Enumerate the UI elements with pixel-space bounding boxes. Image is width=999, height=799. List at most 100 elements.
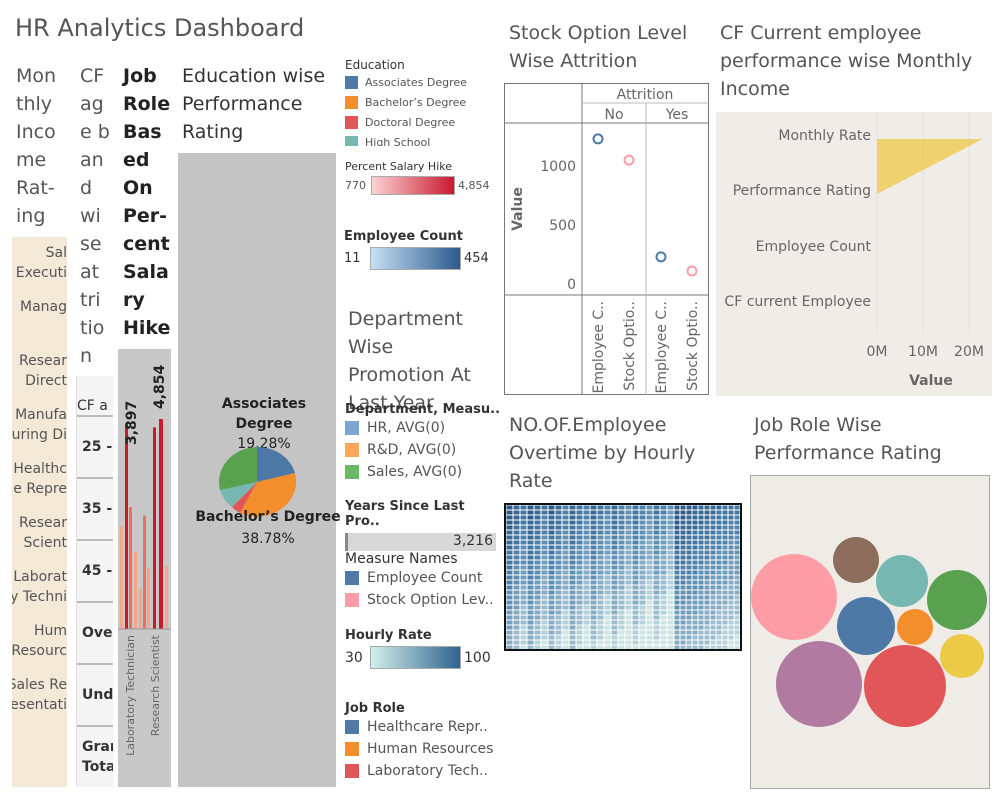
overtime-cell[interactable] [527, 555, 534, 560]
overtime-cell[interactable] [704, 515, 710, 520]
overtime-cell[interactable] [527, 575, 534, 580]
overtime-cell[interactable] [555, 625, 562, 630]
job-role-bubble[interactable] [927, 570, 987, 630]
overtime-cell[interactable] [569, 630, 576, 635]
overtime-cell[interactable] [667, 590, 674, 595]
overtime-cell[interactable] [674, 590, 680, 595]
overtime-cell[interactable] [660, 515, 667, 520]
overtime-cell[interactable] [576, 565, 583, 570]
overtime-cell[interactable] [513, 600, 520, 605]
overtime-cell[interactable] [646, 525, 653, 530]
overtime-cell[interactable] [604, 505, 611, 510]
overtime-cell[interactable] [555, 540, 562, 545]
overtime-cell[interactable] [590, 520, 597, 525]
overtime-cell[interactable] [569, 590, 576, 595]
overtime-cell[interactable] [722, 505, 728, 510]
overtime-cell[interactable] [618, 630, 625, 635]
overtime-cell[interactable] [541, 605, 548, 610]
overtime-cell[interactable] [704, 640, 710, 645]
overtime-cell[interactable] [722, 565, 728, 570]
overtime-cell[interactable] [506, 600, 513, 605]
legend-education-item[interactable]: Associates Degree [345, 72, 495, 92]
stock-point[interactable] [686, 265, 698, 277]
overtime-cell[interactable] [590, 530, 597, 535]
overtime-cell[interactable] [611, 610, 618, 615]
overtime-cell[interactable] [625, 545, 632, 550]
overtime-cell[interactable] [569, 635, 576, 640]
overtime-cell[interactable] [632, 620, 639, 625]
overtime-cell[interactable] [576, 635, 583, 640]
overtime-cell[interactable] [704, 630, 710, 635]
overtime-cell[interactable] [555, 640, 562, 645]
overtime-cell[interactable] [597, 510, 604, 515]
overtime-cell[interactable] [653, 630, 660, 635]
overtime-cell[interactable] [716, 575, 722, 580]
overtime-cell[interactable] [527, 590, 534, 595]
overtime-cell[interactable] [625, 555, 632, 560]
overtime-cell[interactable] [686, 530, 692, 535]
overtime-cell[interactable] [710, 600, 716, 605]
overtime-cell[interactable] [562, 530, 569, 535]
legend-job-role-item[interactable]: Laboratory Tech.. [345, 760, 500, 782]
overtime-cell[interactable] [646, 610, 653, 615]
overtime-cell[interactable] [728, 520, 734, 525]
overtime-cell[interactable] [541, 610, 548, 615]
overtime-cell[interactable] [674, 595, 680, 600]
overtime-cell[interactable] [698, 595, 704, 600]
overtime-cell[interactable] [653, 545, 660, 550]
overtime-cell[interactable] [506, 515, 513, 520]
overtime-cell[interactable] [590, 510, 597, 515]
overtime-cell[interactable] [698, 635, 704, 640]
overtime-cell[interactable] [716, 640, 722, 645]
overtime-cell[interactable] [646, 605, 653, 610]
overtime-cell[interactable] [583, 640, 590, 645]
overtime-cell[interactable] [597, 610, 604, 615]
overtime-cell[interactable] [728, 645, 734, 650]
overtime-cell[interactable] [639, 630, 646, 635]
overtime-cell[interactable] [513, 620, 520, 625]
overtime-cell[interactable] [513, 575, 520, 580]
overtime-cell[interactable] [618, 515, 625, 520]
overtime-cell[interactable] [653, 540, 660, 545]
overtime-cell[interactable] [728, 505, 734, 510]
overtime-cell[interactable] [625, 570, 632, 575]
overtime-cell[interactable] [660, 530, 667, 535]
overtime-cell[interactable] [660, 635, 667, 640]
overtime-cell[interactable] [734, 505, 740, 510]
overtime-cell[interactable] [513, 595, 520, 600]
overtime-cell[interactable] [698, 555, 704, 560]
overtime-cell[interactable] [722, 610, 728, 615]
overtime-cell[interactable] [632, 595, 639, 600]
overtime-cell[interactable] [534, 625, 541, 630]
overtime-cell[interactable] [716, 530, 722, 535]
job-role-bubble[interactable] [864, 645, 946, 727]
overtime-cell[interactable] [653, 590, 660, 595]
overtime-cell[interactable] [548, 605, 555, 610]
overtime-cell[interactable] [734, 645, 740, 650]
legend-measure-item[interactable]: Employee Count [345, 567, 500, 589]
overtime-cell[interactable] [674, 515, 680, 520]
overtime-cell[interactable] [625, 580, 632, 585]
overtime-cell[interactable] [618, 620, 625, 625]
overtime-cell[interactable] [506, 570, 513, 575]
overtime-cell[interactable] [686, 600, 692, 605]
salary-bar[interactable] [120, 526, 123, 629]
overtime-cell[interactable] [653, 580, 660, 585]
overtime-cell[interactable] [534, 615, 541, 620]
overtime-cell[interactable] [734, 575, 740, 580]
overtime-cell[interactable] [513, 550, 520, 555]
overtime-cell[interactable] [618, 645, 625, 650]
overtime-cell[interactable] [562, 520, 569, 525]
overtime-cell[interactable] [710, 605, 716, 610]
overtime-cell[interactable] [555, 560, 562, 565]
overtime-cell[interactable] [597, 590, 604, 595]
overtime-cell[interactable] [569, 645, 576, 650]
overtime-cell[interactable] [680, 560, 686, 565]
overtime-cell[interactable] [653, 565, 660, 570]
overtime-cell[interactable] [590, 565, 597, 570]
overtime-cell[interactable] [728, 545, 734, 550]
overtime-cell[interactable] [583, 605, 590, 610]
overtime-cell[interactable] [667, 515, 674, 520]
salary-bar[interactable] [139, 589, 142, 629]
overtime-cell[interactable] [660, 505, 667, 510]
